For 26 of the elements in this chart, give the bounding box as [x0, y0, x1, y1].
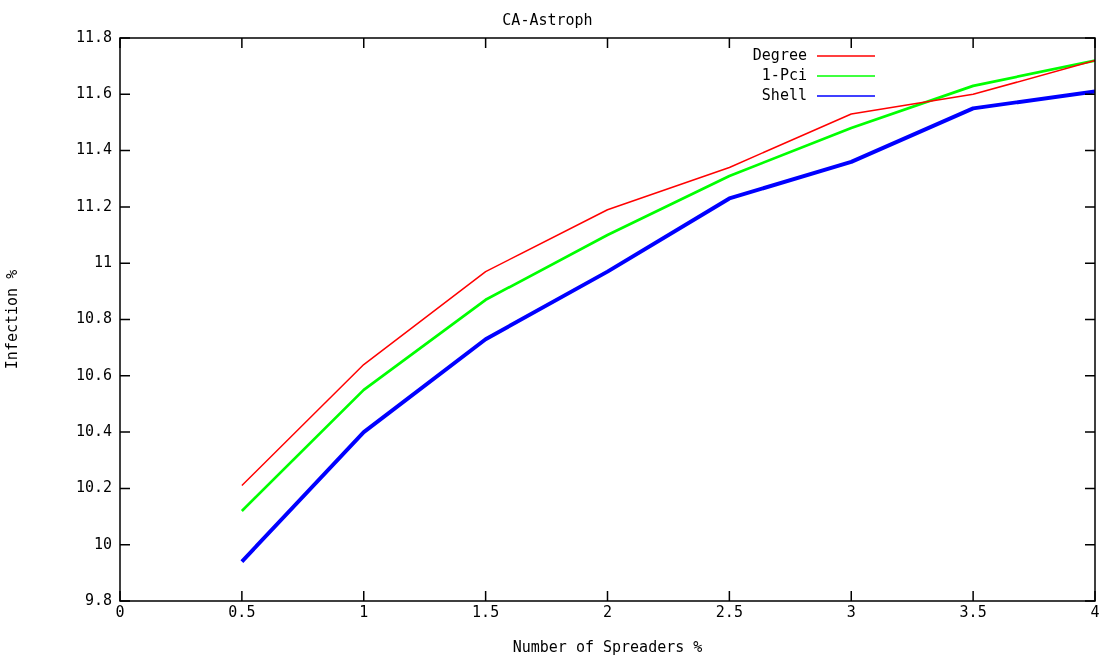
y-axis-title: Infection % — [2, 269, 21, 370]
y-tick-label: 11.4 — [75, 140, 112, 159]
y-tick-label: 10 — [93, 534, 112, 553]
y-tick-label: 11 — [93, 253, 112, 272]
x-tick-label: 4 — [1090, 602, 1100, 621]
x-tick-label: 2.5 — [715, 602, 743, 621]
y-tick-label: 10.8 — [75, 309, 112, 328]
x-tick-label: 0.5 — [228, 602, 256, 621]
y-tick-label: 10.6 — [75, 365, 112, 384]
y-tick-label: 10.4 — [75, 421, 112, 440]
x-tick-label: 2 — [602, 602, 613, 621]
x-axis-title: Number of Spreaders % — [512, 637, 703, 656]
x-tick-label: 0 — [115, 602, 125, 621]
y-tick-label: 9.8 — [84, 590, 112, 609]
legend-label: Degree — [752, 45, 807, 64]
x-tick-label: 3.5 — [959, 602, 987, 621]
y-tick-label: 11.8 — [75, 27, 112, 46]
legend-label: Shell — [761, 85, 807, 104]
y-tick-label: 10.2 — [75, 478, 112, 497]
legend-label: 1-Pci — [761, 65, 807, 84]
chart-title: CA-Astroph — [502, 10, 593, 29]
x-tick-label: 1 — [359, 602, 369, 621]
y-tick-label: 11.6 — [75, 84, 112, 103]
x-tick-label: 1.5 — [472, 602, 500, 621]
x-tick-label: 3 — [846, 602, 856, 621]
y-tick-label: 11.2 — [75, 196, 112, 215]
